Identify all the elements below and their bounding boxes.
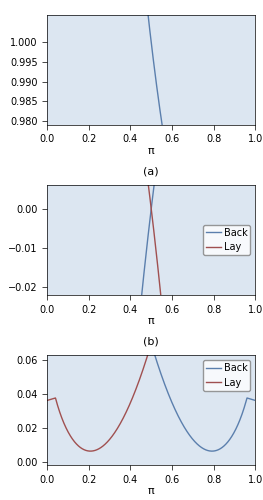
- Text: (b): (b): [143, 336, 159, 346]
- Legend: Back, Lay: Back, Lay: [203, 360, 250, 391]
- X-axis label: π: π: [148, 486, 155, 496]
- Lay: [147, 183, 150, 189]
- Lay: [57, 46, 60, 52]
- Line: Back: Back: [48, 0, 255, 500]
- Back: [247, 68, 250, 74]
- Lay: [46, 398, 49, 404]
- Line: Lay: Lay: [48, 0, 255, 451]
- Lay: [209, 39, 213, 45]
- Line: Back: Back: [48, 0, 255, 451]
- Back: [141, 280, 144, 286]
- Back: [247, 396, 250, 402]
- Lay: [46, 64, 49, 70]
- Text: (a): (a): [143, 166, 159, 176]
- Back: [247, 396, 251, 402]
- Back: [141, 310, 144, 316]
- Lay: [89, 448, 92, 454]
- Back: [209, 448, 213, 454]
- Legend: Back, Lay: Back, Lay: [203, 224, 250, 256]
- Back: [210, 448, 214, 454]
- Lay: [57, 404, 60, 410]
- Back: [147, 330, 150, 336]
- Back: [247, 68, 251, 74]
- Back: [147, 230, 150, 236]
- Back: [253, 64, 256, 70]
- Lay: [141, 366, 145, 372]
- X-axis label: π: π: [148, 316, 155, 326]
- Lay: [141, 140, 145, 146]
- Line: Lay: Lay: [48, 0, 255, 500]
- Lay: [147, 350, 150, 356]
- X-axis label: π: π: [148, 146, 155, 156]
- Back: [253, 398, 256, 404]
